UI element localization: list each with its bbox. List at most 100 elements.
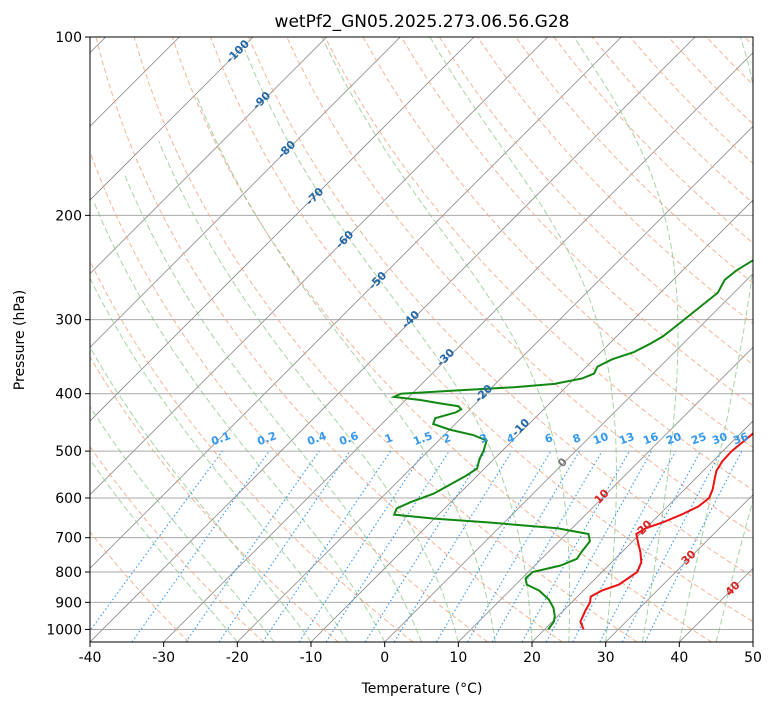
mixing-ratio-line [435, 450, 552, 642]
y-tick-label: 300 [55, 313, 82, 329]
mixing-ratio-line [90, 450, 223, 632]
x-tick-label: -10 [300, 650, 323, 666]
isotherm-line [237, 125, 753, 642]
dry-adiabat [95, 37, 563, 642]
warm-adiabat-label: 30 [679, 547, 699, 567]
x-tick-label: -20 [226, 650, 249, 666]
warm-adiabat-label: 20 [635, 517, 655, 537]
y-tick-label: 200 [55, 208, 82, 224]
mixing-ratio-label: 1 [383, 431, 395, 446]
mixing-ratio-line [545, 450, 653, 642]
y-tick-label: 600 [55, 491, 82, 507]
mixing-ratio-line [262, 450, 392, 642]
dry-adiabat-label: -20 [472, 382, 495, 405]
moist-adiabat [90, 346, 312, 642]
y-tick-label: 500 [55, 444, 82, 460]
mixing-ratio-label: 25 [689, 430, 708, 447]
dry-adiabat [90, 445, 264, 642]
moist-adiabat [715, 498, 753, 642]
mixing-ratio-line [644, 450, 743, 642]
dry-adiabat [438, 37, 753, 366]
dry-adiabat-label: -100 [223, 37, 252, 66]
x-tick-label: -40 [79, 650, 102, 666]
warm-adiabat-label: 10 [592, 486, 612, 506]
x-tick-label: 40 [670, 650, 688, 666]
moist-adiabat [158, 141, 459, 642]
x-tick-label: 20 [523, 650, 541, 666]
dry-adiabat [668, 37, 753, 125]
moist-adiabat [90, 458, 238, 642]
y-tick-label: 900 [55, 595, 82, 611]
y-tick-label: 1000 [46, 622, 82, 638]
mixing-ratio-line [218, 450, 351, 642]
mixing-ratio-label: 6 [543, 431, 555, 446]
x-axis-label: Temperature (°C) [361, 681, 483, 697]
dry-adiabat [324, 37, 753, 491]
mixing-ratio-label: 0.6 [337, 429, 360, 448]
mixing-ratio-label: 0.2 [255, 429, 278, 448]
x-tick-label: 10 [449, 650, 467, 666]
mixing-ratio-label: 0.4 [305, 429, 328, 448]
mixing-ratio-label: 16 [641, 430, 660, 448]
dry-adiabat [400, 37, 753, 407]
moist-adiabat [244, 49, 533, 642]
mixing-ratio-line [621, 450, 722, 642]
isotherm-line [90, 37, 254, 201]
series-dewpoint [390, 259, 753, 631]
dry-adiabat [591, 37, 753, 204]
isotherm-line [90, 37, 696, 642]
isotherm-line [163, 52, 753, 642]
mixing-ratio-line [325, 450, 450, 642]
dry-adiabat [744, 37, 753, 47]
y-tick-label: 800 [55, 565, 82, 581]
mixing-ratio-label: 20 [664, 430, 683, 448]
isotherm-line [310, 199, 753, 642]
isotherm-line [752, 641, 753, 642]
moist-adiabat [90, 277, 349, 642]
isotherm-line [90, 37, 327, 275]
y-tick-label: 100 [55, 30, 82, 46]
isotherm-line [458, 346, 753, 642]
dry-adiabat [90, 356, 339, 642]
mixing-ratio-label: 13 [617, 430, 636, 447]
dry-adiabat [706, 37, 753, 86]
mixing-ratio-line [572, 450, 677, 642]
x-tick-label: 50 [744, 650, 762, 666]
x-tick-label: 30 [597, 650, 615, 666]
dry-adiabat [515, 37, 753, 284]
dry-adiabat [248, 37, 753, 578]
mixing-ratio-label: 8 [571, 431, 583, 446]
mixing-ratio-label: 10 [591, 430, 610, 448]
mixing-ratio-label: 30 [710, 430, 729, 448]
isotherm-line [90, 37, 548, 496]
isotherm-line [90, 37, 475, 422]
dry-adiabat-label: 0 [555, 455, 570, 470]
y-tick-label: 400 [55, 387, 82, 403]
mixing-ratio-label: 0.1 [209, 429, 232, 448]
isotherm-line [679, 567, 753, 642]
isotherm-line [90, 37, 622, 569]
line-labels: -100-90-80-70-60-50-40-30-20-10010203040… [209, 37, 750, 599]
dry-adiabat [90, 531, 190, 642]
thermo-lines [90, 37, 753, 642]
mixing-ratio-line [298, 450, 425, 642]
mixing-ratio-label: 36 [731, 430, 750, 448]
dry-adiabat [90, 259, 414, 642]
moist-adiabat [429, 37, 617, 642]
isotherm-line [605, 494, 753, 642]
isotherm-line [90, 37, 401, 348]
mixing-ratio-label: 3 [478, 431, 490, 446]
dry-adiabat [210, 37, 753, 623]
x-tick-label: 0 [380, 650, 389, 666]
moist-adiabat [123, 173, 422, 642]
mixing-ratio-line [131, 450, 270, 642]
plot-frame [89, 36, 754, 643]
mixing-ratio-label: 1.5 [411, 429, 434, 448]
x-axis: -40 -30 -20 -10 0 10 20 30 40 50 [79, 642, 762, 666]
series-temperature [579, 432, 753, 630]
isotherm-line [384, 273, 753, 642]
isotherm-line [531, 420, 753, 642]
mixing-ratio-label: 4 [505, 431, 517, 446]
y-axis: 100 200 300 400 500 600 700 800 900 1000 [46, 30, 90, 638]
